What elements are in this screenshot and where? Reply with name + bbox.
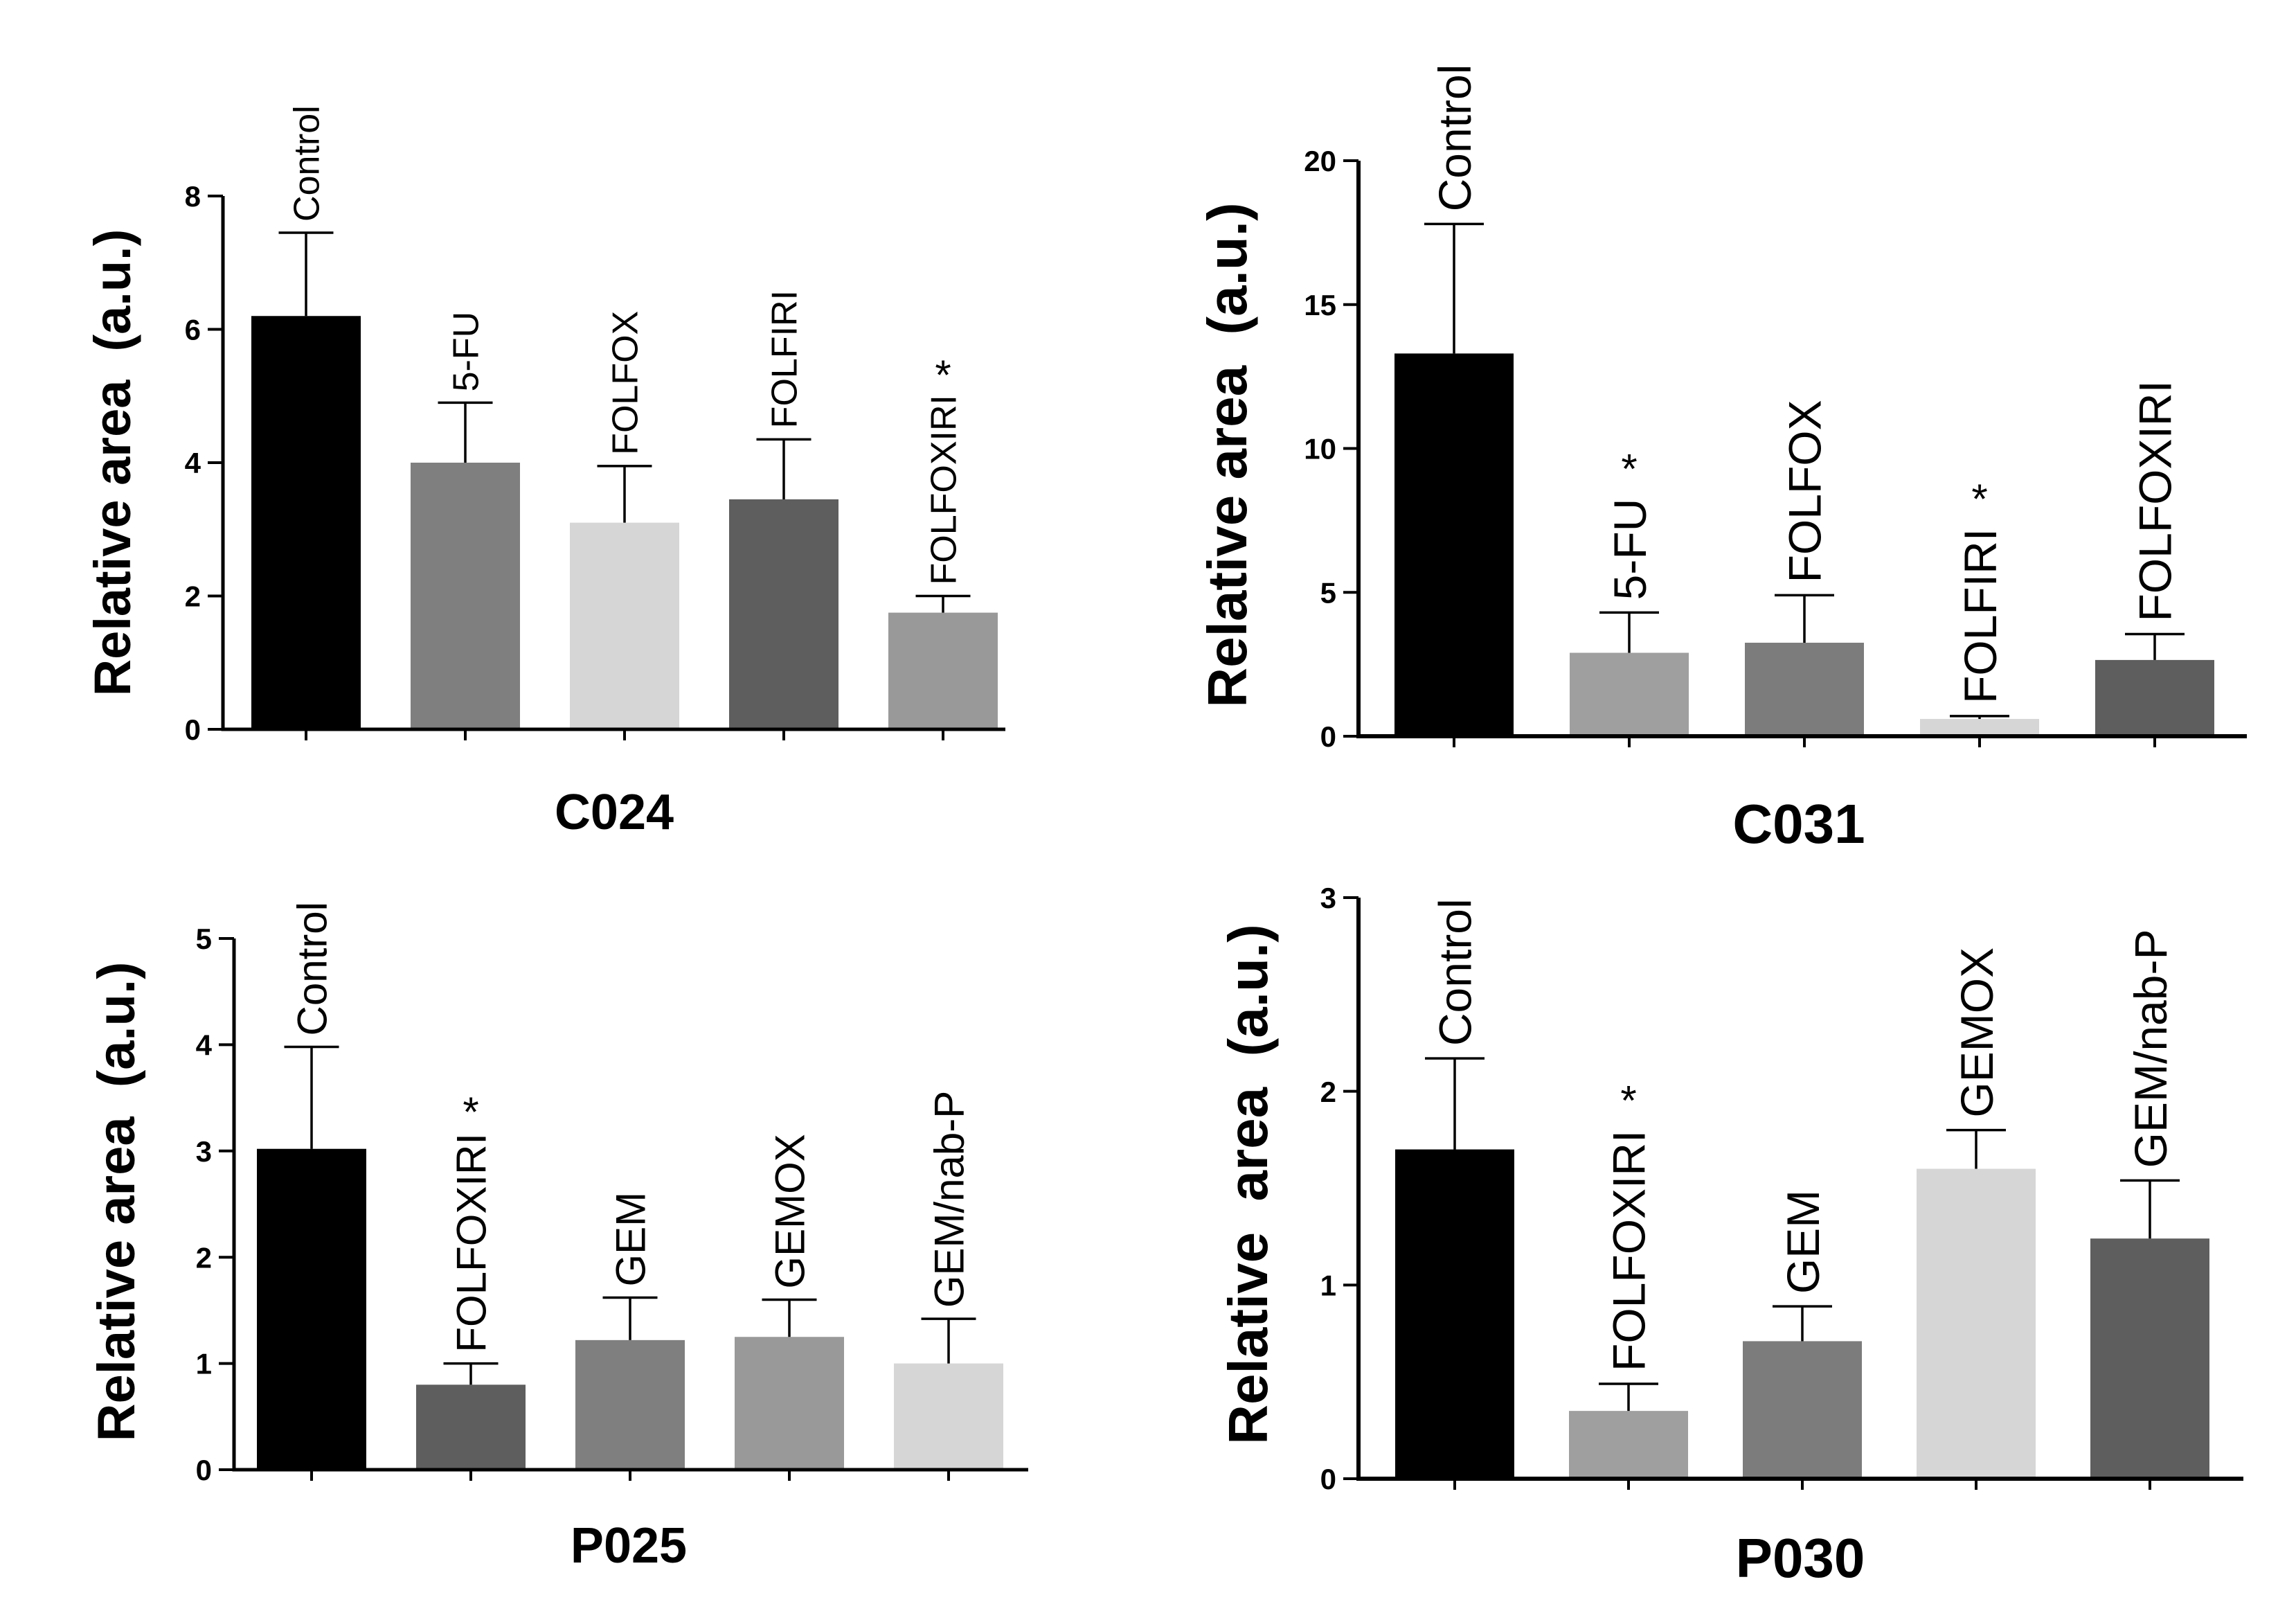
p030-category-label: Control (1430, 898, 1481, 1046)
panel-p025: Control FOLFOXIRI* GEM GEMOX GEM/nab-P 0 1 2 3 4 5… (87, 902, 1028, 1574)
p030-y-tick-label: 0 (1320, 1463, 1336, 1495)
c024-category-label: FOLFOX (606, 311, 646, 455)
p025-y-tick-label: 2 (196, 1241, 212, 1274)
c031-category-label: 5-FU (1604, 499, 1656, 600)
c031-bar (1394, 353, 1514, 736)
c031-panel-title: C031 (1732, 793, 1865, 855)
p030-bar (1569, 1411, 1688, 1479)
p025-bar (416, 1385, 526, 1470)
p030-category-label: GEM/nab-P (2125, 929, 2176, 1168)
p025-y-tick-label: 0 (196, 1454, 212, 1486)
c031-y-tick-label: 20 (1304, 145, 1336, 177)
c024-y-axis-label: Relative area (a.u.) (84, 229, 141, 697)
p030-category-label: FOLFOXIRI (1604, 1130, 1655, 1371)
p030-bar (1743, 1341, 1862, 1479)
p025-bar (257, 1148, 366, 1470)
c031-category-label: FOLFOXIRI (2130, 380, 2181, 621)
c031-significance-marker: * (1621, 446, 1637, 492)
c024-bar (729, 499, 838, 729)
p030-significance-marker: * (1620, 1078, 1636, 1124)
p030-y-tick-label: 2 (1320, 1076, 1336, 1108)
c024-bar (888, 612, 998, 729)
p025-y-tick-label: 3 (196, 1135, 212, 1168)
p030-bar (1917, 1168, 2036, 1479)
p025-bar (575, 1339, 685, 1470)
p025-category-label: GEM/nab-P (926, 1091, 973, 1308)
c031-bar (1570, 652, 1689, 736)
c024-y-tick-label: 6 (185, 314, 201, 346)
c031-bar (1920, 719, 2039, 736)
c031-category-label: Control (1429, 64, 1480, 212)
c024-panel-title: C024 (555, 785, 674, 840)
p030-category-label: GEMOX (1951, 947, 2002, 1118)
c024-category-label: FOLFOXIRI (924, 395, 965, 585)
c031-significance-marker: * (1971, 476, 1987, 522)
panel-c031: Control 5-FU * FOLFOX FOLFIRI * FOLFOXIRI 0 5 10 1… (1196, 64, 2247, 855)
c024-significance-marker: * (935, 352, 951, 398)
p025-y-axis-label: Relative area (a.u.) (87, 962, 146, 1442)
p025-panel-title: P025 (571, 1518, 687, 1574)
p030-panel-title: P030 (1736, 1527, 1865, 1589)
c024-category-label: 5-FU (447, 312, 487, 392)
p030-bar (1395, 1149, 1514, 1479)
c031-category-label: FOLFOX (1779, 400, 1831, 582)
p025-significance-marker: * (463, 1089, 478, 1135)
p030-bar (2090, 1238, 2209, 1479)
c024-y-tick-label: 4 (185, 447, 201, 479)
c031-category-label: FOLFIRI (1955, 528, 2006, 704)
p025-category-label: GEM (608, 1192, 654, 1287)
p025-category-label: Control (289, 902, 336, 1035)
p030-y-axis-label: Relative area (a.u.) (1217, 924, 1279, 1444)
c031-y-tick-label: 15 (1304, 289, 1336, 321)
p030-y-tick-label: 1 (1320, 1269, 1336, 1301)
c031-y-tick-label: 10 (1304, 433, 1336, 465)
c024-bar (251, 316, 361, 729)
panel-c024: Control 5-FU FOLFOX FOLFIRI FOLFOXIRI* 0 2 4 6 8 R… (84, 105, 1005, 840)
c031-y-tick-label: 0 (1320, 720, 1336, 753)
c024-category-label: FOLFIRI (765, 290, 805, 428)
c024-y-tick-label: 8 (185, 180, 201, 213)
p025-bar (894, 1363, 1003, 1470)
c024-category-label: Control (287, 105, 328, 222)
c031-y-axis-label: Relative area (a.u.) (1196, 202, 1258, 707)
c024-y-tick-label: 0 (185, 713, 201, 746)
p025-category-label: GEMOX (767, 1134, 814, 1288)
c031-y-tick-label: 5 (1320, 576, 1336, 609)
c031-bar (2095, 659, 2214, 736)
c031-bar (1745, 642, 1864, 736)
panel-p030: Control FOLFOXIRI * GEM GEMOX GEM/nab-P 0 1 2 3 Re… (1217, 882, 2243, 1589)
c024-y-tick-label: 2 (185, 580, 201, 613)
p025-y-tick-label: 5 (196, 923, 212, 955)
p025-bar (735, 1337, 844, 1470)
c024-bar (570, 522, 679, 729)
p030-category-label: GEM (1777, 1190, 1829, 1294)
p025-category-label: FOLFOXIRI (449, 1133, 495, 1353)
c024-bar (411, 463, 520, 729)
p025-y-tick-label: 4 (196, 1029, 213, 1062)
p030-y-tick-label: 3 (1320, 882, 1336, 914)
p025-y-tick-label: 1 (196, 1348, 212, 1380)
